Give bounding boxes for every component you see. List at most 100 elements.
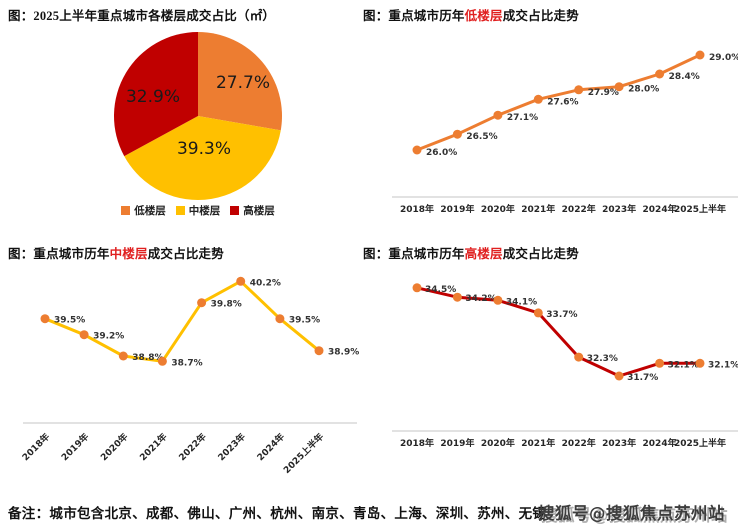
data-point-label: 38.9%	[328, 348, 359, 358]
data-point-marker	[236, 276, 246, 286]
trend-line	[43, 279, 321, 363]
x-tick-label: 2025上半年	[674, 437, 726, 449]
x-tick-label: 2019年	[59, 431, 92, 464]
data-point-marker	[118, 351, 128, 361]
data-point-label: 26.5%	[466, 132, 497, 142]
x-tick-label: 2024年	[643, 437, 677, 449]
x-tick-label: 2018年	[400, 203, 434, 215]
data-point-marker	[452, 292, 462, 302]
footnote: 备注：城市包含北京、成都、佛山、广州、杭州、南京、青岛、上海、深圳、苏州、无锡	[8, 506, 547, 521]
data-point-marker	[655, 69, 665, 79]
legend-label: 低楼层	[134, 206, 166, 217]
high-floor-chart-title: 图：重点城市历年高楼层成交占比走势	[363, 243, 579, 262]
data-point-label: 39.8%	[211, 300, 242, 310]
x-tick-label: 2024年	[254, 431, 287, 464]
data-point-marker	[197, 298, 207, 308]
data-point-marker	[452, 129, 462, 139]
data-point-marker	[275, 314, 285, 324]
data-point-label: 39.5%	[289, 316, 320, 326]
pie-legend: 低楼层 中楼层 高楼层	[85, 203, 311, 218]
title-suffix: 成交占比走势	[502, 247, 579, 261]
pie-chart-title: 图：2025上半年重点城市各楼层成交占比（㎡）	[8, 9, 276, 23]
legend-label: 高楼层	[243, 206, 275, 217]
low-floor-line-chart: 26.0% 26.5% 27.1% 27.6% 27.9% 28.0% 28.4% 29.0%…	[392, 50, 738, 215]
data-point-marker	[493, 110, 503, 120]
data-point-marker	[533, 308, 543, 318]
data-point-label: 28.4%	[669, 72, 700, 82]
pie-slice-高楼层	[113, 31, 198, 157]
pie-slice-label: 39.3%	[177, 139, 231, 159]
data-point-label: 27.9%	[588, 88, 619, 98]
data-point-marker	[314, 346, 324, 356]
data-point-marker	[614, 371, 624, 381]
data-point-marker	[695, 358, 705, 368]
legend-swatch	[230, 206, 240, 215]
watermark-echo: 搜狐号@搜狐焦点苏州站	[541, 506, 728, 525]
x-tick-label: 2022年	[176, 431, 209, 464]
title-suffix: 成交占比走势	[147, 247, 224, 261]
floor-share-pie-chart: 27.7% 39.3% 32.9%	[113, 31, 283, 201]
x-tick-label: 2025上半年	[674, 203, 726, 215]
x-tick-label: 2022年	[562, 203, 596, 215]
x-tick-label: 2020年	[481, 437, 515, 449]
data-point-marker	[655, 358, 665, 368]
high-floor-line-chart: 34.5% 34.2% 34.1% 33.7% 32.3% 31.7% 32.1% 32.1%…	[392, 283, 738, 449]
data-point-label: 28.0%	[628, 85, 659, 95]
title-prefix: 图：重点城市历年	[363, 247, 465, 261]
legend-item-中楼层: 中楼层	[175, 203, 221, 218]
data-point-label: 32.3%	[587, 354, 618, 364]
data-point-marker	[157, 356, 167, 366]
data-point-label: 40.2%	[250, 278, 281, 288]
data-point-marker	[79, 330, 89, 340]
data-point-marker	[533, 94, 543, 104]
title-prefix: 图：重点城市历年	[363, 9, 465, 23]
low-floor-chart-title: 图：重点城市历年低楼层成交占比走势	[363, 5, 579, 24]
trend-line	[415, 286, 702, 378]
data-point-marker	[40, 314, 50, 324]
data-point-marker	[574, 85, 584, 95]
trend-line	[415, 53, 702, 152]
mid-floor-line-chart: 39.5% 39.2% 38.8% 38.7% 39.8% 40.2% 39.5% 38.9%…	[20, 276, 359, 476]
data-point-label: 32.1%	[708, 360, 738, 370]
x-tick-label: 2018年	[20, 431, 53, 464]
x-tick-label: 2023年	[602, 437, 636, 449]
data-point-marker	[695, 50, 705, 60]
data-point-marker	[412, 283, 422, 293]
pie-slice-中楼层	[124, 116, 281, 201]
x-tick-label: 2025上半年	[281, 431, 326, 476]
x-tick-label: 2020年	[98, 431, 131, 464]
legend-item-低楼层: 低楼层	[121, 203, 166, 218]
title-suffix: 成交占比走势	[502, 9, 579, 23]
x-tick-label: 2023年	[215, 431, 248, 464]
data-point-marker	[614, 82, 624, 92]
data-point-label: 39.5%	[54, 316, 85, 326]
legend-label: 中楼层	[188, 206, 221, 217]
data-point-label: 34.1%	[506, 297, 537, 307]
data-point-label: 29.0%	[709, 53, 738, 63]
data-point-label: 34.5%	[425, 285, 456, 295]
title-keyword: 低楼层	[464, 9, 503, 23]
x-tick-label: 2020年	[481, 203, 515, 215]
data-point-label: 38.8%	[132, 353, 163, 363]
watermark: 搜狐号@搜狐焦点苏州站	[538, 504, 725, 523]
data-point-label: 27.6%	[547, 97, 578, 107]
data-point-label: 31.7%	[627, 373, 658, 383]
x-tick-label: 2021年	[521, 203, 555, 215]
x-tick-label: 2023年	[602, 203, 636, 215]
data-point-marker	[412, 145, 422, 155]
pie-slice-低楼层	[198, 32, 283, 131]
data-point-label: 38.7%	[171, 358, 202, 368]
x-tick-label: 2018年	[400, 437, 434, 449]
title-prefix: 图：重点城市历年	[8, 247, 110, 261]
data-point-label: 32.1%	[668, 360, 699, 370]
pie-slice-label: 27.7%	[216, 73, 270, 93]
data-point-marker	[574, 352, 584, 362]
data-point-label: 27.1%	[507, 113, 538, 123]
x-tick-label: 2021年	[521, 437, 555, 449]
data-point-label: 34.2%	[465, 294, 496, 304]
data-point-marker	[493, 295, 503, 305]
title-keyword: 中楼层	[109, 247, 148, 261]
pie-slice-label: 32.9%	[126, 87, 180, 107]
mid-floor-chart-title: 图：重点城市历年中楼层成交占比走势	[8, 243, 224, 262]
